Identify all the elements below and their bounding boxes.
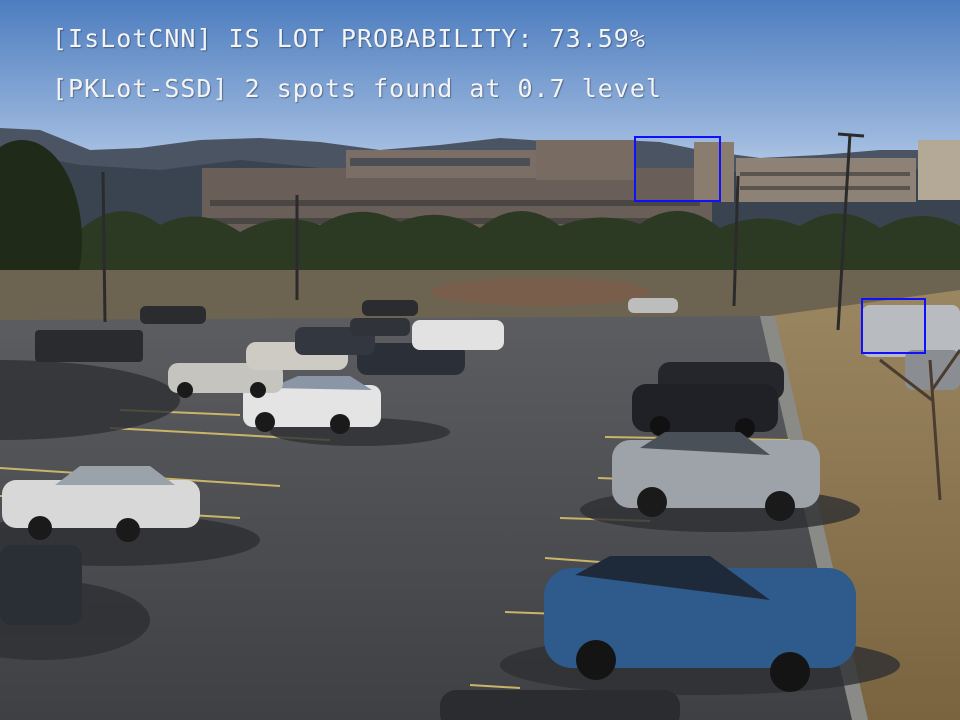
car-dark-left: [0, 545, 82, 625]
car-dark-right-2: [632, 384, 778, 438]
lot-probability-label: [IsLotCNN] IS LOT PROBABILITY: 73.59%: [52, 24, 646, 53]
detection-box-1: [634, 136, 721, 202]
car-white-suv-back: [412, 320, 504, 350]
building-right: [736, 158, 916, 202]
car-dark-bottom: [440, 690, 680, 720]
spots-found-label: [PKLot-SSD] 2 spots found at 0.7 level: [52, 74, 662, 103]
car-silver-hatchback: [612, 432, 820, 521]
detection-box-2: [861, 298, 926, 354]
pickup-truck-left: [35, 330, 143, 362]
